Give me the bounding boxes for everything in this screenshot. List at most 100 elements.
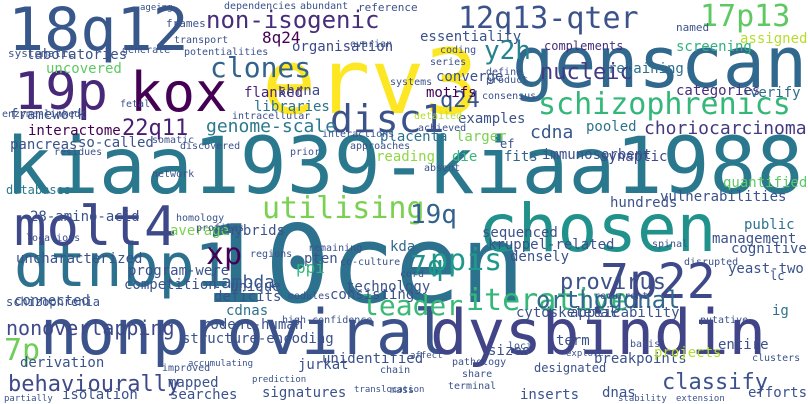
cloud-word: essentiality [420,29,522,45]
cloud-word: competition [124,277,217,293]
cloud-word: pten [304,251,338,267]
cloud-word: pooled [586,119,637,135]
cloud-word: dysbindin [430,296,766,369]
cloud-word: ppi [296,258,325,277]
cloud-word: translocation [354,385,425,395]
cloud-word: 28-amino-acid [30,209,140,225]
cloud-word: molt4 [14,195,177,258]
cloud-word: cdnas [226,303,269,319]
cloud-word: prediction [252,375,307,385]
cloud-word: loci [508,341,533,352]
cloud-word: searches [170,387,238,403]
cloud-word: abundant [300,1,349,12]
cloud-word: assigned [740,31,808,47]
cloud-word: 12q13-qter [458,1,639,36]
cloud-word: xp [206,237,243,272]
cloud-word: kiaa1939-kiaa1988 [5,122,804,212]
cloud-word: absent [424,163,461,174]
cloud-word: coding [440,45,477,56]
cloud-word: kruppel-related [488,237,615,253]
cloud-word: 17p13 [700,0,791,34]
cloud-word: cdna [530,122,574,143]
cloud-word: ef [500,137,515,151]
cloud-word: consensus [482,91,537,102]
cloud-word: quantified [723,175,808,191]
cloud-word: unidentified [322,351,424,367]
cloud-word: clusters [752,353,801,364]
cloud-word: structure-encoding [182,331,334,347]
cloud-word: isolation [62,387,138,403]
cloud-word: rodent-human [202,317,304,333]
cloud-word: recurrent [594,291,649,302]
cloud-word: affect [410,351,443,361]
cloud-word: non-isogenic [206,6,380,34]
cloud-word: potentialities [184,47,269,58]
cloud-word: interactome [28,123,121,139]
cloud-word: 19p [14,62,108,122]
cloud-word: cord [400,269,425,280]
cloud-word: reading [376,149,436,165]
cloud-word: hybrids [226,223,286,239]
cloud-word: discovered [180,141,241,152]
cloud-word: fits [504,149,538,165]
cloud-word: systems [390,77,433,88]
cloud-word: entire [718,337,769,353]
cloud-word: enzyme-linked [2,109,81,120]
cloud-word: sizes [488,343,531,359]
cloud-word: pancreas [10,137,78,153]
cloud-word: high-confidence [282,315,373,326]
cloud-word: remaining [308,243,363,254]
cloud-word: libraries [254,99,330,115]
cloud-word: 8q24 [262,28,301,47]
cloud-word: disc1 [330,97,445,141]
cloud-word: hundreds [610,195,678,211]
cloud-word: frames [166,17,206,30]
cloud-word: verify [750,85,801,101]
cloud-word: 10cen [200,203,526,328]
cloud-word: improved [162,363,211,374]
cloud-word: y2h [484,36,531,66]
cloud-word: stability [618,394,667,404]
cloud-word: uncovered [46,61,122,77]
cloud-word: connected [14,293,90,309]
cloud-word: detailed [414,111,463,122]
cloud-word: fetal [120,99,151,110]
cloud-word: transport [174,35,229,46]
cloud-word: locations [26,233,81,244]
cloud-word: dependencies [224,1,297,12]
cloud-word: mapped [168,375,219,391]
cloud-word: densely [510,249,570,265]
cloud-word: sequenced [482,225,558,241]
cloud-word: projects [654,345,722,361]
cloud-word: explore [566,349,604,359]
cloud-word: kda [390,239,416,255]
cloud-word: generate [122,45,171,56]
cloud-word: management [712,231,797,247]
cloud-word: somatic [152,135,195,146]
cloud-word: nonoverlapping [6,316,175,340]
cloud-word: flanked [244,85,304,101]
cloud-word: examples [458,111,526,127]
cloud-word: accumulating [188,359,254,369]
cloud-word: choriocarcinoma [644,118,807,139]
cloud-word: extension [676,394,725,404]
cloud-word: ig [772,303,789,319]
cloud-word: chosen [478,190,717,267]
cloud-word: leader [362,289,464,322]
cloud-word: homology [176,213,225,224]
cloud-word: product [486,75,529,86]
cloud-word: dtnbp1 [14,231,231,301]
cloud-word: complements [544,39,624,53]
cloud-word: term [556,333,590,349]
cloud-word: program-were [128,263,230,279]
cloud-word: schizophrenics [538,87,791,122]
cloud-word: larger [456,129,507,145]
cloud-word: signatures [262,385,347,401]
cloud-word: categories [676,83,761,99]
cloud-word: regions [250,249,293,260]
cloud-word: lc [770,269,785,283]
cloud-word: iterative [466,283,629,318]
cloud-word: shrna [278,83,321,99]
cloud-word: consisting [330,287,415,303]
cloud-word: define [486,67,523,78]
